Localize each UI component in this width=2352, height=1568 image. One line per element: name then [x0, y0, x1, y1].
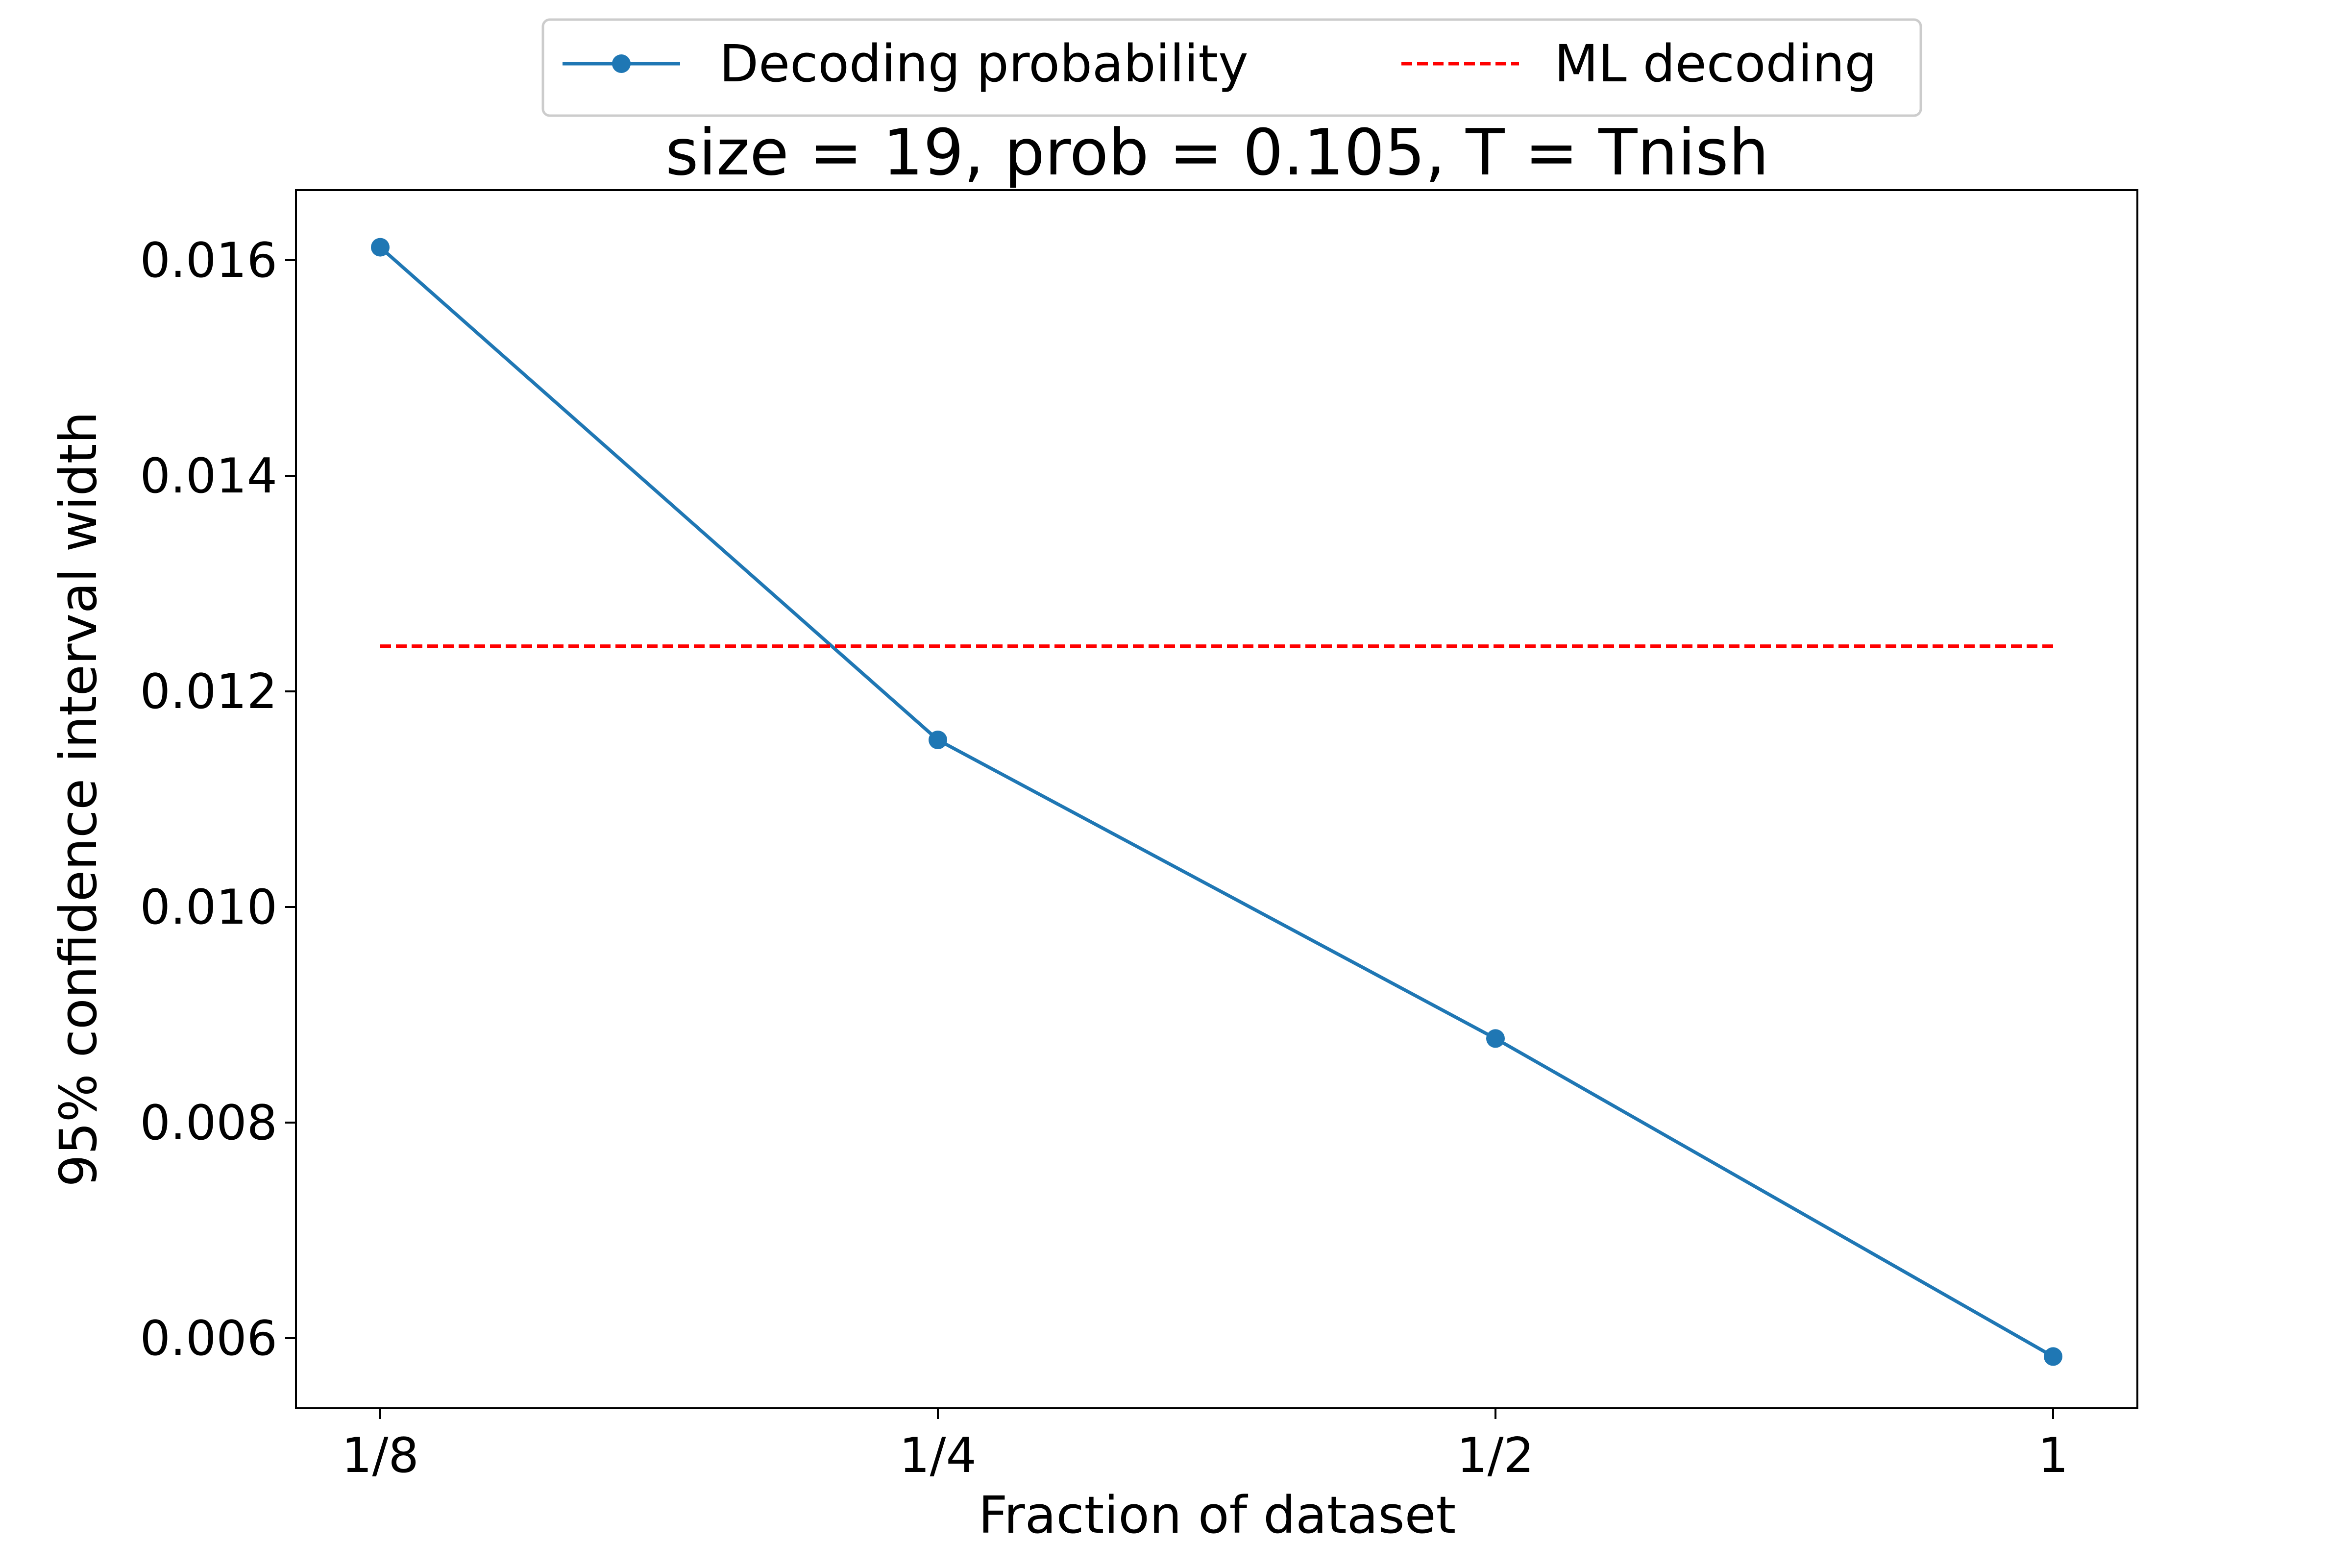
x-tick-label: 1/2 [1457, 1428, 1534, 1484]
chart-title: size = 19, prob = 0.105, T = Tnish [665, 115, 1769, 190]
plot-area [295, 189, 2138, 1409]
y-axis: 0.006 0.008 0.010 0.012 0.014 0.016 [140, 233, 296, 1367]
y-tick-label: 0.010 [140, 880, 277, 935]
data-point-decoding-probability [2044, 1347, 2062, 1366]
x-tick-label: 1 [2038, 1428, 2068, 1484]
legend-label-decoding-probability: Decoding probability [719, 34, 1249, 94]
y-tick-label: 0.012 [140, 664, 277, 720]
y-axis-label: 95% confidence interval width [49, 412, 108, 1187]
legend-marker-decoding-probability [612, 54, 631, 73]
x-axis-label: Fraction of dataset [979, 1485, 1456, 1545]
legend: Decoding probability ML decoding [541, 18, 1922, 117]
legend-label-ml-decoding: ML decoding [1554, 34, 1877, 94]
series-layer [371, 238, 2062, 1366]
y-tick-label: 0.006 [140, 1311, 277, 1367]
data-point-decoding-probability [371, 238, 390, 257]
x-tick-label: 1/4 [899, 1428, 977, 1484]
series-line-decoding-probability [379, 245, 2054, 1358]
y-tick-label: 0.014 [140, 448, 277, 504]
y-tick-label: 0.016 [140, 233, 277, 289]
y-tick-label: 0.008 [140, 1095, 277, 1151]
x-tick-label: 1/8 [342, 1428, 419, 1484]
legend-box [541, 18, 1922, 117]
x-axis: 1/8 1/4 1/2 1 [342, 1408, 2068, 1484]
data-point-decoding-probability [929, 731, 947, 749]
data-point-decoding-probability [1486, 1029, 1505, 1048]
